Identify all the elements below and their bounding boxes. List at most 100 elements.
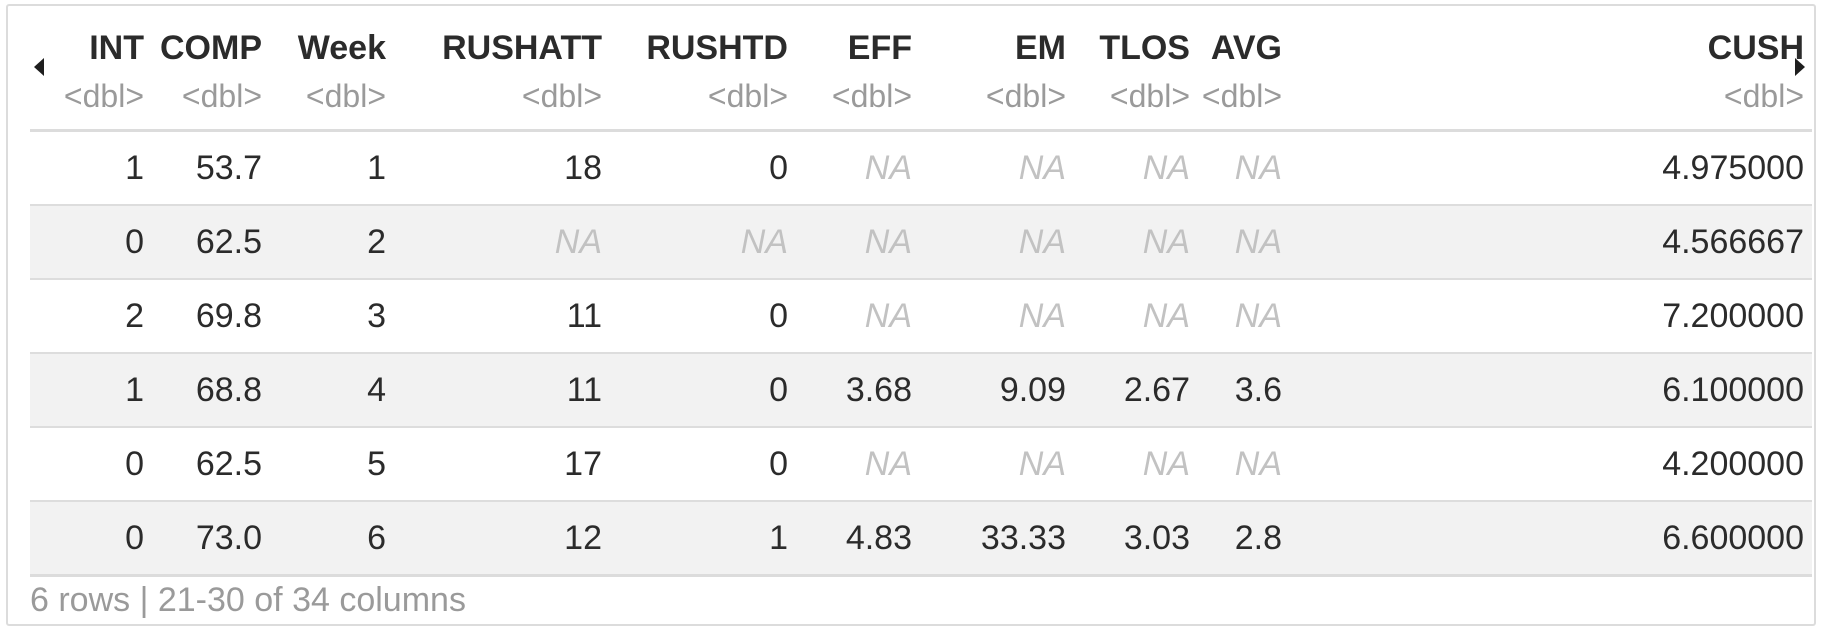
table-cell: 69.8 (152, 278, 270, 354)
table-cell: 4.83 (796, 500, 920, 577)
table-cell: 0 (610, 130, 796, 206)
column-type: <dbl> (181, 78, 262, 114)
table-cell: NA (920, 278, 1074, 354)
column-type: <dbl> (831, 78, 912, 114)
table-cell: 7.200000 (1290, 278, 1812, 354)
table-cell: 53.7 (152, 130, 270, 206)
table-header-row: INT <dbl> COMP <dbl> Week <dbl> RUSHATT <dbl> RU… (30, 14, 1812, 132)
table-row: 0 62.5 2 NA NA NA NA NA NA 4.566667 (30, 204, 1812, 280)
column-header-week[interactable]: Week <dbl> (270, 14, 394, 132)
column-header-cush[interactable]: CUSH <dbl> (1290, 14, 1812, 132)
table-cell: 62.5 (152, 204, 270, 280)
table-cell: 6.100000 (1290, 352, 1812, 428)
table-cell: NA (796, 130, 920, 206)
column-name: RUSHTD (646, 29, 788, 67)
column-header-tlos[interactable]: TLOS <dbl> (1074, 14, 1198, 132)
table-cell: 0 (30, 500, 152, 577)
table-cell: 4.200000 (1290, 426, 1812, 502)
table-cell: 2 (30, 278, 152, 354)
table-cell: 3 (270, 278, 394, 354)
table-cell: 3.68 (796, 352, 920, 428)
column-header-eff[interactable]: EFF <dbl> (796, 14, 920, 132)
table-cell: 0 (30, 204, 152, 280)
table-cell: 3.6 (1198, 352, 1290, 428)
table-cell: 73.0 (152, 500, 270, 577)
table-row: 1 68.8 4 11 0 3.68 9.09 2.67 3.6 6.100000 (30, 352, 1812, 428)
column-type: <dbl> (985, 78, 1066, 114)
column-name: INT (89, 29, 144, 67)
column-type: <dbl> (305, 78, 386, 114)
table-summary: 6 rows | 21-30 of 34 columns (30, 581, 466, 619)
column-header-int[interactable]: INT <dbl> (30, 14, 152, 132)
column-name: RUSHATT (442, 29, 602, 67)
column-type: <dbl> (63, 78, 144, 114)
table-cell: 6.600000 (1290, 500, 1812, 577)
table-cell: 18 (394, 130, 610, 206)
table-row: 1 53.7 1 18 0 NA NA NA NA 4.975000 (30, 130, 1812, 206)
table-cell: NA (920, 204, 1074, 280)
table-cell: 11 (394, 352, 610, 428)
table-cell: NA (796, 426, 920, 502)
column-type: <dbl> (1201, 78, 1282, 114)
table-cell: 2 (270, 204, 394, 280)
table-cell: NA (1074, 278, 1198, 354)
table-cell: 12 (394, 500, 610, 577)
table-cell: 11 (394, 278, 610, 354)
table-cell: 3.03 (1074, 500, 1198, 577)
table-cell: 6 (270, 500, 394, 577)
table-cell: NA (796, 204, 920, 280)
column-header-em[interactable]: EM <dbl> (920, 14, 1074, 132)
table-cell: NA (1198, 130, 1290, 206)
table-cell: 2.67 (1074, 352, 1198, 428)
table-cell: 68.8 (152, 352, 270, 428)
column-type: <dbl> (707, 78, 788, 114)
table-cell: NA (796, 278, 920, 354)
table-cell: 0 (30, 426, 152, 502)
table-cell: 0 (610, 352, 796, 428)
table-cell: 17 (394, 426, 610, 502)
table-cell: NA (610, 204, 796, 280)
table-cell: NA (1198, 204, 1290, 280)
column-header-avg[interactable]: AVG <dbl> (1198, 14, 1290, 132)
table-cell: NA (1074, 426, 1198, 502)
table-cell: NA (920, 426, 1074, 502)
table-cell: 4.975000 (1290, 130, 1812, 206)
column-name: CUSH (1707, 29, 1804, 67)
table-row: 0 62.5 5 17 0 NA NA NA NA 4.200000 (30, 426, 1812, 502)
table-cell: 4.566667 (1290, 204, 1812, 280)
table-cell: 5 (270, 426, 394, 502)
table-cell: 9.09 (920, 352, 1074, 428)
column-header-rushtd[interactable]: RUSHTD <dbl> (610, 14, 796, 132)
table-cell: NA (1074, 204, 1198, 280)
column-type: <dbl> (521, 78, 602, 114)
table-cell: 1 (270, 130, 394, 206)
column-name: Week (297, 29, 386, 67)
table-cell: 0 (610, 278, 796, 354)
table-cell: 1 (30, 130, 152, 206)
table-cell: NA (1198, 278, 1290, 354)
table-cell: 33.33 (920, 500, 1074, 577)
table-cell: 62.5 (152, 426, 270, 502)
table-cell: NA (920, 130, 1074, 206)
table-cell: 4 (270, 352, 394, 428)
data-table: INT <dbl> COMP <dbl> Week <dbl> RUSHATT <dbl> RU… (30, 14, 1812, 577)
column-name: EFF (847, 29, 912, 67)
column-type: <dbl> (1723, 78, 1804, 114)
table-body: 1 53.7 1 18 0 NA NA NA NA 4.975000 0 62.5 2 NA NA NA NA N… (30, 130, 1812, 577)
column-type: <dbl> (1109, 78, 1190, 114)
data-frame-viewer: INT <dbl> COMP <dbl> Week <dbl> RUSHATT <dbl> RU… (6, 4, 1816, 626)
column-name: TLOS (1099, 29, 1190, 67)
table-row: 2 69.8 3 11 0 NA NA NA NA 7.200000 (30, 278, 1812, 354)
table-row: 0 73.0 6 12 1 4.83 33.33 3.03 2.8 6.600000 (30, 500, 1812, 577)
column-name: COMP (160, 29, 262, 67)
column-header-comp[interactable]: COMP <dbl> (152, 14, 270, 132)
table-cell: 1 (610, 500, 796, 577)
table-cell: 0 (610, 426, 796, 502)
column-name: AVG (1210, 29, 1282, 67)
column-header-rushatt[interactable]: RUSHATT <dbl> (394, 14, 610, 132)
table-cell: NA (1198, 426, 1290, 502)
table-cell: 1 (30, 352, 152, 428)
table-cell: NA (1074, 130, 1198, 206)
column-name: EM (1015, 29, 1066, 67)
table-cell: NA (394, 204, 610, 280)
